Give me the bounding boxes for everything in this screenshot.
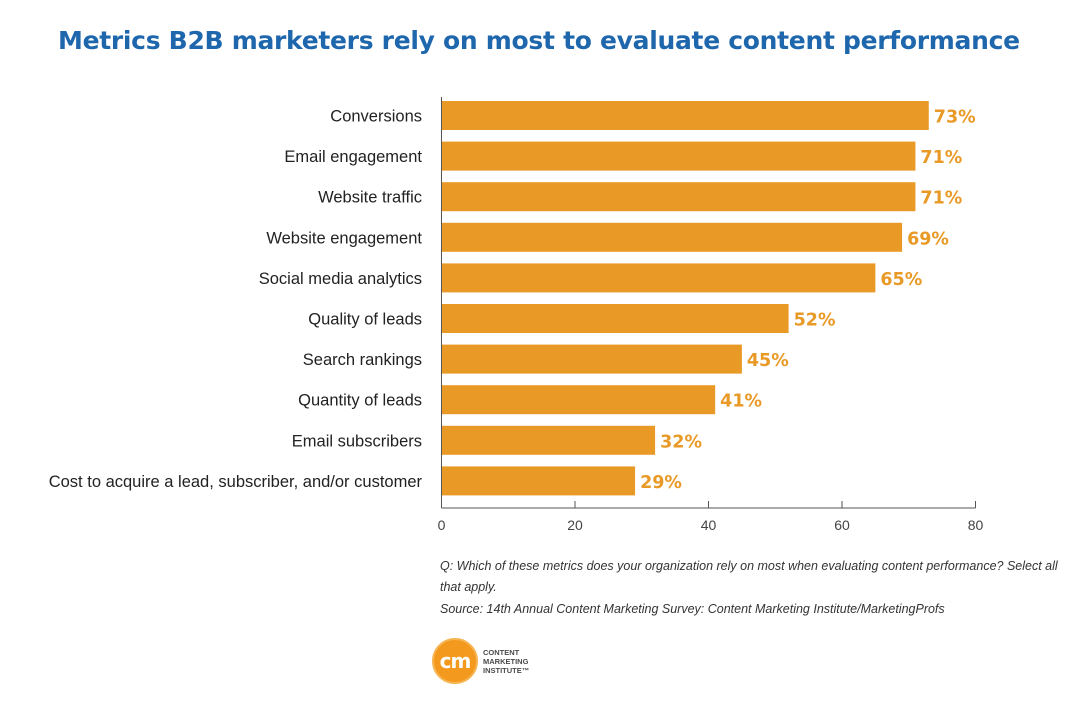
bar	[441, 222, 903, 252]
data-label: 71%	[920, 148, 962, 168]
x-tick-label: 60	[834, 517, 850, 533]
data-label: 41%	[720, 392, 762, 412]
category-label: Conversions	[330, 108, 422, 126]
category-label: Email engagement	[284, 148, 422, 166]
source-note: Source: 14th Annual Content Marketing Su…	[440, 602, 945, 616]
bar	[441, 263, 876, 293]
survey-question: Q: Which of these metrics does your orga…	[440, 559, 1058, 594]
bar	[441, 304, 789, 333]
logo-line: INSTITUTE™	[483, 665, 530, 675]
chart-title: Metrics B2B marketers rely on most to ev…	[58, 26, 1020, 55]
bar	[441, 344, 742, 374]
bar	[441, 466, 636, 496]
logo-line: MARKETING	[483, 656, 529, 666]
bar	[441, 425, 656, 455]
category-label: Website engagement	[266, 229, 422, 247]
category-label: Quality of leads	[308, 311, 422, 329]
logo-line: CONTENT	[483, 647, 520, 657]
bar	[441, 141, 916, 171]
x-tick-label: 20	[567, 517, 583, 533]
data-label: 32%	[660, 432, 702, 452]
category-label: Website traffic	[318, 189, 422, 207]
bar-chart: Conversions 73% Email engagement 71% Website…	[49, 97, 984, 533]
data-label: 45%	[747, 351, 789, 371]
category-label: Cost to acquire a lead, subscriber, and/…	[49, 473, 423, 491]
bar	[441, 101, 929, 130]
category-label: Email subscribers	[292, 432, 422, 450]
logo-mark-icon: cm	[432, 638, 478, 684]
bar	[441, 385, 716, 415]
x-tick-label: 0	[438, 517, 446, 533]
x-tick-label: 40	[701, 517, 717, 533]
cmi-logo: cm CONTENT MARKETING INSTITUTE™	[432, 637, 529, 685]
category-label: Quantity of leads	[298, 392, 422, 410]
category-label: Search rankings	[303, 351, 422, 369]
category-label: Social media analytics	[259, 270, 422, 288]
data-label: 65%	[880, 270, 922, 290]
data-label: 29%	[640, 473, 682, 493]
x-tick-label: 80	[968, 517, 984, 533]
data-label: 73%	[934, 108, 976, 128]
data-label: 69%	[907, 229, 949, 249]
logo-wordmark: CONTENT MARKETING INSTITUTE™	[483, 648, 529, 675]
chart-notes: Q: Which of these metrics does your orga…	[440, 556, 1060, 620]
bar	[441, 182, 916, 212]
data-label: 71%	[920, 189, 962, 209]
data-label: 52%	[794, 311, 836, 331]
